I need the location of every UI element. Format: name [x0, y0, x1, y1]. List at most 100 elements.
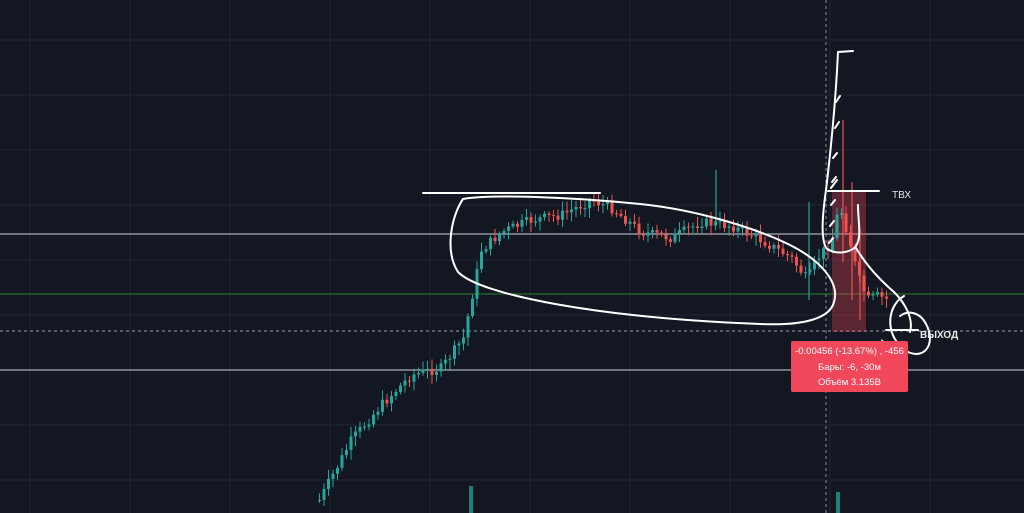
exit-label: ВЫХОД	[920, 330, 959, 341]
candle-body	[885, 296, 888, 299]
candle-body	[376, 411, 380, 415]
candle-body	[745, 227, 749, 236]
candle-body	[565, 210, 569, 213]
candle-body	[583, 208, 587, 210]
volume-bars	[469, 486, 840, 513]
candle-body	[385, 399, 389, 404]
measure-volume-text: Объём 3.135B	[817, 377, 882, 388]
candle-body	[543, 213, 546, 218]
candle-body	[700, 226, 704, 229]
candle-body	[408, 380, 411, 382]
candle-body	[345, 449, 348, 456]
candle-body	[457, 343, 461, 346]
candle-body	[606, 201, 609, 205]
candle-body	[637, 223, 641, 235]
candle-body	[358, 426, 362, 432]
candle-body	[718, 221, 722, 223]
candle-body	[813, 260, 816, 270]
candle-body	[691, 226, 695, 228]
entry-label: ТВХ	[892, 190, 912, 201]
candle-body	[687, 226, 690, 228]
measure-change-text: -0.00456 (-13.67%) , -456	[795, 346, 904, 357]
candle-body	[601, 204, 605, 206]
candle-body	[367, 424, 371, 427]
measure-tooltip: -0.00456 (-13.67%) , -456 Бары: -6, -30м…	[791, 341, 908, 392]
candle-body	[340, 455, 344, 468]
candle-body	[660, 232, 663, 235]
candle-body	[844, 213, 848, 233]
candle-body	[736, 227, 740, 232]
candle-body	[489, 237, 492, 250]
candle-body	[390, 396, 393, 404]
candle-body	[754, 233, 758, 237]
candle-body	[673, 233, 677, 242]
candle-body	[507, 226, 510, 231]
candle-body	[480, 251, 483, 270]
hand-drawn-annotations	[422, 50, 931, 355]
candle-body	[678, 230, 681, 234]
candle-body	[777, 244, 780, 249]
candle-body	[372, 414, 375, 425]
candle-body	[529, 217, 533, 223]
candle-body	[466, 316, 470, 338]
candle-body	[520, 219, 524, 227]
candle-body	[880, 292, 884, 297]
candle-body	[534, 221, 537, 223]
candle-body	[709, 218, 713, 226]
candle-body	[849, 232, 852, 247]
drawn-pump-outline	[821, 51, 861, 254]
drawn-pump-cap	[837, 50, 854, 53]
candle-body	[646, 232, 650, 236]
candlestick-series	[318, 120, 888, 506]
candle-body	[723, 221, 726, 228]
candle-body	[412, 374, 416, 382]
candle-body	[781, 248, 785, 255]
candle-body	[727, 226, 731, 228]
candle-body	[633, 221, 636, 224]
candle-body	[835, 214, 839, 239]
candle-body	[574, 206, 578, 210]
candle-body	[561, 210, 564, 220]
candle-body	[597, 201, 600, 206]
candle-body	[655, 230, 659, 233]
candle-body	[615, 213, 618, 215]
candle-body	[556, 215, 560, 220]
candle-body	[772, 244, 776, 249]
drawn-exit-loop	[889, 295, 931, 355]
candle-body	[403, 380, 407, 386]
candle-body	[435, 371, 438, 375]
candle-body	[417, 372, 420, 375]
candle-body	[430, 368, 434, 375]
candle-body	[790, 255, 794, 257]
candle-body	[570, 209, 573, 213]
candle-body	[381, 399, 384, 412]
candle-body	[799, 265, 803, 273]
candle-body	[552, 215, 555, 217]
candle-body	[741, 227, 744, 229]
candle-body	[768, 245, 771, 249]
candle-body	[664, 234, 668, 240]
candle-body	[696, 226, 699, 229]
candle-body	[462, 337, 465, 344]
candle-body	[624, 215, 627, 224]
candle-body	[705, 218, 708, 227]
candle-body	[394, 392, 398, 397]
candle-body	[331, 473, 335, 479]
candle-body	[786, 254, 789, 256]
candle-body	[327, 478, 330, 490]
candle-body	[516, 223, 519, 227]
candle-body	[682, 226, 686, 231]
candle-body	[453, 345, 456, 359]
candle-body	[619, 213, 623, 216]
candle-body	[439, 363, 443, 372]
candle-body	[831, 238, 834, 252]
candle-body	[628, 221, 632, 224]
candle-body	[525, 217, 528, 220]
candle-body	[547, 213, 551, 216]
candle-body	[822, 248, 825, 259]
candle-body	[871, 294, 875, 296]
candle-body	[349, 436, 353, 450]
